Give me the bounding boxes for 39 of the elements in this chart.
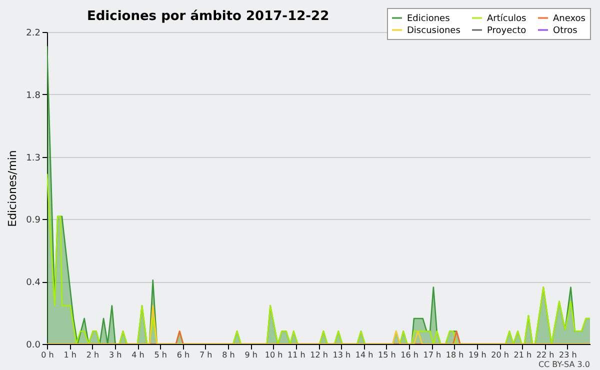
legend-label: Proyecto — [487, 26, 527, 36]
x-tick-label: 2 h — [86, 350, 100, 360]
legend-label: Otros — [553, 26, 578, 36]
legend-label: Ediciones — [407, 14, 450, 24]
x-tick-label: 14 h — [355, 350, 374, 360]
y-axis-title: Ediciones/min — [6, 150, 20, 227]
y-tick-label: 2.2 — [26, 28, 40, 38]
x-tick-label: 20 h — [491, 350, 509, 360]
x-tick-label: 7 h — [200, 350, 212, 360]
x-tick-label: 18 h — [446, 350, 464, 360]
x-tick-label: 23 h — [558, 350, 577, 360]
x-tick-label: 12 h — [310, 350, 328, 360]
x-tick-label: 6 h — [176, 350, 190, 360]
legend-label: Anexos — [553, 14, 586, 24]
text: CC BY-SA 3.0 — [538, 360, 590, 369]
y-tick-label: 0.4 — [26, 278, 41, 288]
legend-label: Discusiones — [407, 26, 461, 36]
y-tick-label: 0.0 — [26, 340, 41, 350]
x-tick-label: 4 h — [132, 350, 144, 360]
x-tick-label: 9 h — [244, 350, 258, 360]
y-tick-label: 0.9 — [26, 216, 41, 226]
x-tick-label: 8 h — [222, 350, 235, 360]
x-tick-label: 3 h — [109, 350, 122, 360]
x-tick-label: 21 h — [514, 350, 532, 360]
x-tick-label: 22 h — [536, 350, 554, 360]
x-tick-label: 19 h — [468, 350, 486, 360]
legend-label: Artículos — [487, 13, 527, 24]
x-tick-label: 13 h — [332, 350, 351, 360]
chart-title: Ediciones por ámbito 2017-12-22 — [87, 9, 330, 24]
y-tick-label: 1.8 — [26, 90, 41, 101]
x-tick-label: 0 h — [41, 350, 54, 360]
x-tick-label: 5 h — [154, 350, 167, 360]
x-tick-label: 11 h — [287, 350, 306, 360]
y-tick-label: 1.3 — [26, 153, 40, 164]
x-tick-label: 1 h — [64, 350, 76, 360]
x-tick-label: 16 h — [400, 350, 418, 360]
x-tick-label: 10 h — [264, 350, 283, 360]
x-tick-label: 15 h — [378, 350, 396, 360]
x-tick-label: 17 h — [423, 350, 442, 360]
